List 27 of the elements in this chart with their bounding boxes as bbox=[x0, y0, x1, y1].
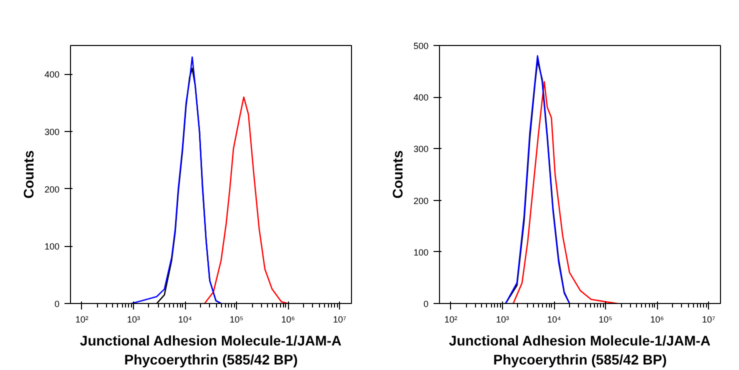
y-tick-label: 300 bbox=[413, 144, 429, 154]
y-tick-label: 200 bbox=[44, 184, 60, 194]
y-tick-label: 0 bbox=[423, 299, 429, 309]
y-tick-label: 500 bbox=[413, 41, 429, 51]
x-axis-title: Junctional Adhesion Molecule-1/JAM-A Phycoerythrin (585/42 BP) bbox=[448, 332, 711, 368]
y-axis-title: Counts bbox=[20, 150, 36, 199]
y-tick-label: 400 bbox=[44, 70, 60, 80]
y-tick-label: 400 bbox=[413, 92, 429, 103]
x-tick-label: 10⁷ bbox=[702, 314, 716, 324]
y-tick-label: 0 bbox=[54, 299, 60, 309]
x-tick-label: 10² bbox=[75, 314, 88, 324]
x-tick-label: 10⁶ bbox=[281, 314, 296, 324]
y-tick-label: 300 bbox=[44, 127, 60, 137]
x-tick-label: 10⁵ bbox=[598, 314, 613, 324]
y-tick-label: 100 bbox=[44, 242, 60, 252]
x-tick-label: 10⁴ bbox=[178, 314, 192, 324]
x-tick-label: 10³ bbox=[126, 314, 140, 324]
x-tick-label: 10⁷ bbox=[332, 314, 346, 324]
x-tick-label: 10⁵ bbox=[230, 314, 244, 324]
x-tick-label: 10⁴ bbox=[547, 314, 562, 324]
y-axis-title: Counts bbox=[389, 150, 406, 199]
y-tick-label: 200 bbox=[413, 196, 429, 206]
y-tick-label: 100 bbox=[413, 247, 429, 258]
x-tick-label: 10² bbox=[444, 314, 458, 324]
x-tick-label: 10³ bbox=[496, 314, 509, 324]
x-axis-title: Junctional Adhesion Molecule-1/JAM-A Phycoerythrin (585/42 BP) bbox=[80, 332, 342, 368]
x-tick-label: 10⁶ bbox=[650, 314, 664, 324]
